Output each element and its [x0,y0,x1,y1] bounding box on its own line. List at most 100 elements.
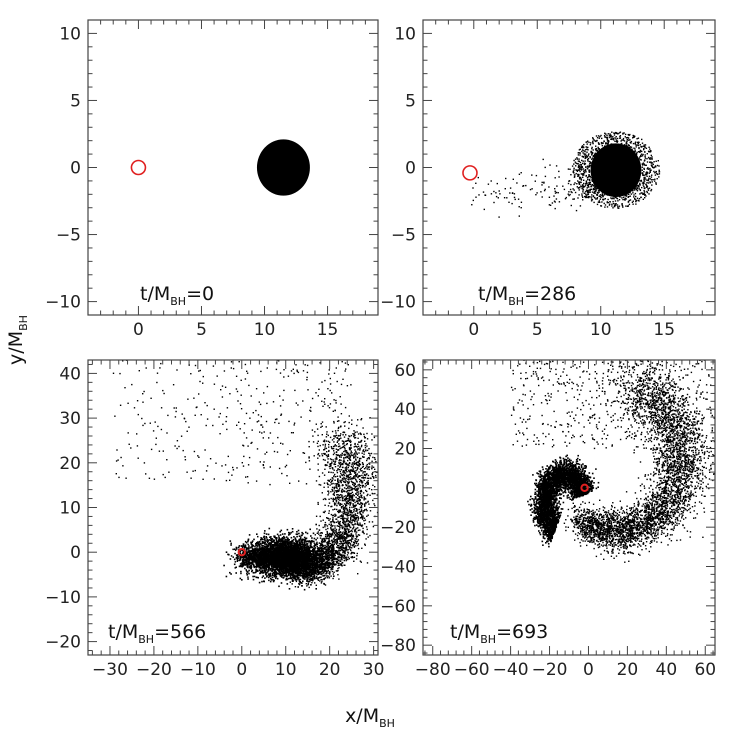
particle [578,181,580,183]
particle [298,552,300,555]
particle [283,560,285,563]
particle [278,546,280,549]
y-tick-label: 5 [70,91,81,111]
particle [259,555,261,558]
particle [591,148,593,150]
particle [356,536,358,538]
particle [296,533,299,535]
particle [626,148,628,150]
particle [288,547,291,549]
particle [603,140,605,142]
particle [554,188,556,190]
particle [576,157,578,159]
particle [655,183,657,185]
particle [274,565,276,568]
particle [644,146,646,149]
particle [277,542,279,544]
particle [260,547,262,549]
particle [257,535,259,538]
particle [607,198,609,201]
particle [601,194,603,196]
particle [287,551,289,554]
particle [277,560,279,563]
particle [582,187,584,189]
particle [250,549,252,552]
particle [306,532,309,535]
particle [281,570,284,573]
particle [277,564,280,566]
particle [288,546,290,548]
particle [627,146,629,148]
particle [247,558,249,560]
particle [603,198,605,201]
x-tick-label: 5 [196,320,207,340]
particle [333,575,335,577]
particle [266,565,268,567]
particle [579,176,582,179]
particle [279,538,282,540]
particle [225,575,228,578]
particle [290,536,293,539]
particle [655,171,657,173]
particle [278,535,280,537]
particle [284,548,286,550]
particle [282,538,284,541]
particle [282,554,285,557]
particle [288,542,291,545]
particle [641,192,643,194]
particle [586,167,589,169]
particle [591,157,594,159]
particle [576,170,579,172]
particle [307,545,309,548]
particle [307,547,309,549]
particle [277,555,280,557]
x-tick-label: 5 [532,320,543,340]
particle [254,565,256,568]
particle [619,194,621,197]
particle [596,198,598,200]
particle [246,552,248,554]
particle [643,167,645,170]
particle [612,197,614,199]
particle [248,548,250,550]
particle [627,133,629,136]
particle [642,162,645,164]
particle [587,140,589,142]
particle [295,547,297,550]
particle [245,563,247,566]
particle [296,551,298,554]
particle [653,170,655,173]
particle [289,560,292,562]
particle [281,574,283,577]
particle [280,529,283,532]
particle [284,541,287,543]
particle [252,553,255,555]
particle [273,536,276,538]
particle [607,133,609,135]
particle [586,182,588,184]
particle [596,203,599,206]
particle [554,207,556,210]
particle [270,577,272,580]
particle [643,171,645,173]
particle [548,204,551,206]
particle [477,176,479,179]
particle [632,136,635,138]
particle [303,545,306,548]
particle [610,138,612,140]
particle [640,192,642,194]
particle [599,195,602,198]
particle [590,150,592,153]
particle [269,541,271,544]
particle [279,534,282,536]
particle [643,179,645,181]
particle [258,581,261,584]
particle [640,159,642,161]
particle [269,545,271,547]
particle [268,567,270,569]
particle [278,539,281,542]
particle [611,198,613,200]
particle [268,579,270,582]
particle [598,148,600,151]
particle [633,196,635,198]
